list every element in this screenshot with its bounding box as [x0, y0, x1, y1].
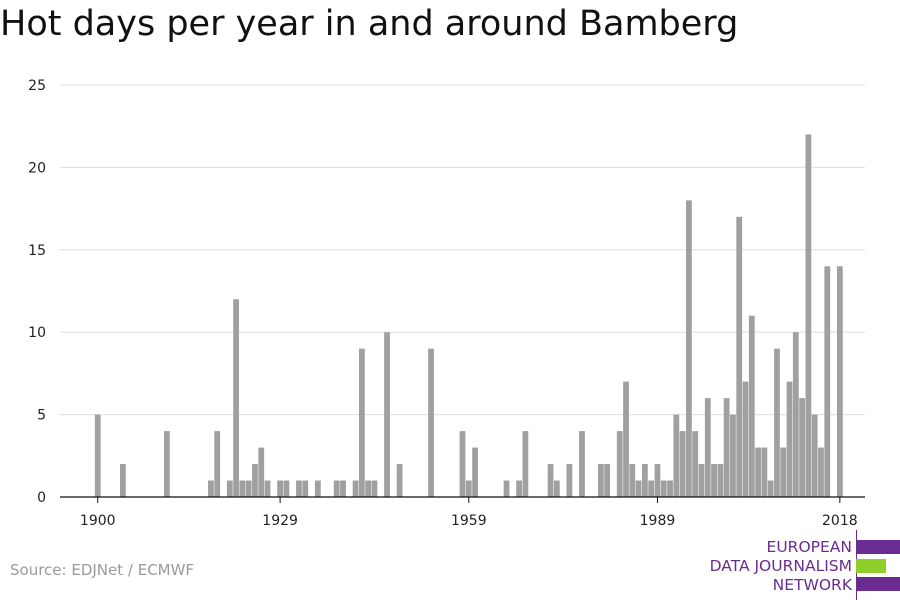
bar-2009	[780, 447, 787, 497]
bar-2000	[723, 398, 730, 497]
bar-1991	[667, 480, 673, 497]
bar-2012	[799, 398, 806, 497]
logo-bar-green	[856, 559, 886, 573]
bar-1948	[396, 464, 403, 497]
bar-1993	[679, 431, 686, 497]
y-tick-label: 10	[28, 325, 46, 341]
bar-1932	[296, 480, 302, 497]
bar-1990	[660, 480, 667, 497]
bar-1922	[233, 299, 239, 497]
bar-1965	[503, 480, 510, 497]
bar-1946	[384, 332, 390, 497]
bar-2005	[755, 447, 761, 497]
bar-1983	[616, 431, 623, 497]
bar-1967	[516, 480, 522, 497]
bar-1935	[314, 480, 321, 497]
bar-1911	[164, 431, 170, 497]
bar-2001	[730, 414, 736, 497]
bar-1995	[692, 431, 699, 497]
bar-1958	[459, 431, 466, 497]
bar-2016	[824, 266, 831, 497]
bar-1977	[579, 431, 585, 497]
bar-1994	[686, 200, 692, 498]
bar-1987	[641, 464, 648, 497]
logo-bar-purple-top	[856, 540, 900, 554]
bar-1925	[252, 464, 258, 497]
bar-2014	[811, 414, 818, 497]
bar-1985	[629, 464, 636, 497]
bar-1959	[465, 480, 472, 497]
bar-1904	[119, 464, 126, 497]
bar-2003	[742, 381, 749, 497]
bar-2018	[836, 266, 843, 497]
bar-1918	[208, 480, 214, 497]
bar-1988	[648, 480, 655, 497]
bar-2006	[761, 447, 768, 497]
bar-2015	[818, 447, 824, 497]
bar-1943	[365, 480, 372, 497]
x-tick-label: 2018	[822, 513, 858, 529]
y-tick-labels: 0 5 10 15 20 25	[28, 78, 46, 506]
bar-1938	[333, 480, 340, 497]
x-tick-label: 1959	[451, 513, 487, 529]
bar-1939	[340, 480, 346, 497]
bar-1921	[226, 480, 233, 497]
bar-1900	[94, 414, 101, 497]
bar-1975	[566, 464, 573, 497]
logo-line-2: DATA JOURNALISM	[709, 557, 852, 575]
bar-1960	[472, 447, 478, 497]
bar-2010	[786, 381, 793, 497]
bar-1999	[717, 464, 724, 497]
bar-1973	[553, 480, 560, 497]
bars	[94, 134, 843, 498]
edjnet-logo: EUROPEAN DATA JOURNALISM NETWORK	[700, 530, 900, 600]
bar-1986	[635, 480, 642, 497]
bar-1929	[277, 480, 284, 497]
bar-1930	[283, 480, 290, 497]
bar-1919	[214, 431, 221, 497]
y-tick-label: 15	[28, 243, 46, 259]
gridlines	[60, 84, 865, 416]
x-axis	[60, 496, 865, 503]
x-tick-label: 1929	[262, 513, 298, 529]
bar-1998	[711, 464, 717, 497]
bar-1992	[673, 414, 680, 497]
logo-line-1: EUROPEAN	[766, 538, 852, 556]
x-tick-label: 1989	[640, 513, 676, 529]
bar-1980	[597, 464, 604, 497]
bar-2011	[792, 332, 799, 497]
y-tick-label: 0	[37, 490, 46, 506]
bar-1968	[522, 431, 529, 497]
bar-1924	[245, 480, 252, 497]
x-tick-label: 1900	[80, 513, 116, 529]
bar-1933	[302, 480, 309, 497]
y-tick-label: 25	[28, 78, 46, 94]
bar-1926	[258, 447, 265, 497]
bar-1941	[352, 480, 359, 497]
y-tick-label: 5	[37, 408, 46, 424]
bar-1996	[698, 464, 705, 497]
bar-2007	[767, 480, 774, 497]
bar-2004	[748, 315, 755, 497]
bar-1972	[547, 464, 554, 497]
source-note: Source: EDJNet / ECMWF	[10, 561, 195, 579]
chart-title: Hot days per year in and around Bamberg	[0, 4, 739, 44]
bar-1927	[264, 480, 271, 497]
bar-1989	[654, 464, 661, 497]
bar-1923	[239, 480, 246, 497]
bar-1984	[623, 381, 629, 497]
y-tick-label: 20	[28, 160, 46, 176]
bar-2002	[736, 216, 743, 497]
logo-line-3: NETWORK	[772, 576, 852, 594]
bar-1944	[371, 480, 378, 497]
bar-2008	[774, 348, 780, 497]
bar-1953	[428, 348, 434, 497]
x-tick-labels: 1900 1929 1959 1989 2018	[80, 513, 858, 529]
bar-2013	[805, 134, 812, 497]
bar-1997	[704, 398, 711, 497]
bar-1981	[604, 464, 611, 497]
bar-1942	[358, 348, 365, 497]
logo-bar-purple-bottom	[856, 577, 900, 591]
